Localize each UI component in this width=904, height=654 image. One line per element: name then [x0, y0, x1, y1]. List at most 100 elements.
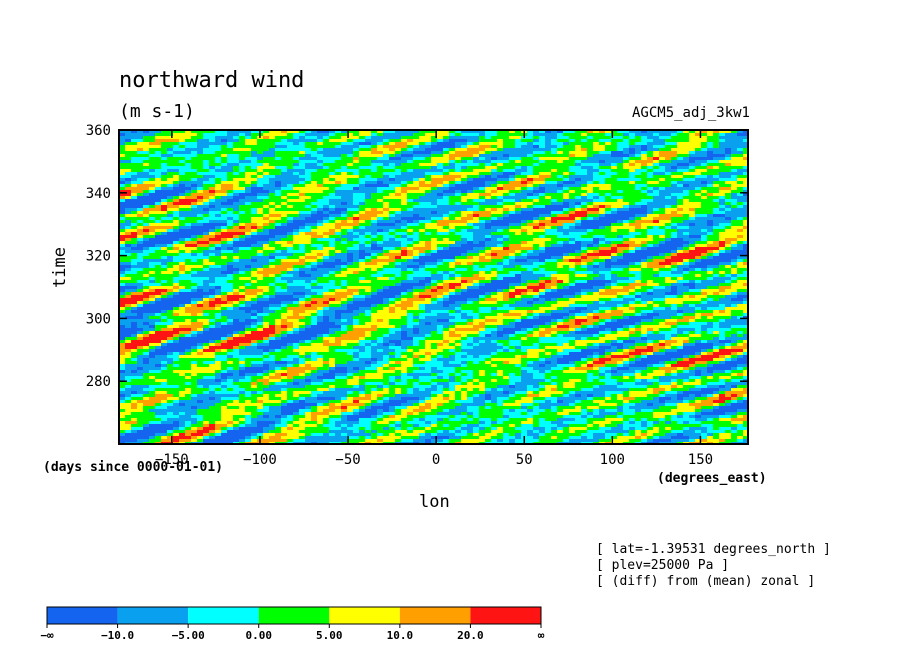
heatmap-cell: [281, 214, 288, 218]
heatmap-cell: [527, 208, 534, 212]
heatmap-cell: [323, 232, 330, 236]
heatmap-cell: [203, 160, 210, 164]
heatmap-cell: [155, 151, 162, 155]
heatmap-cell: [293, 241, 300, 245]
heatmap-cell: [485, 211, 492, 215]
heatmap-cell: [203, 172, 210, 176]
heatmap-cell: [281, 211, 288, 215]
heatmap-cell: [293, 226, 300, 230]
heatmap-cell: [509, 130, 516, 134]
heatmap-cell: [545, 250, 552, 254]
heatmap-cell: [605, 235, 612, 239]
heatmap-cell: [359, 271, 366, 275]
heatmap-cell: [653, 139, 660, 143]
heatmap-cell: [587, 220, 594, 224]
heatmap-cell: [707, 268, 714, 272]
heatmap-cell: [563, 187, 570, 191]
heatmap-cell: [149, 145, 156, 149]
heatmap-cell: [191, 256, 198, 260]
heatmap-cell: [359, 232, 366, 236]
heatmap-cell: [563, 244, 570, 248]
heatmap-cell: [233, 220, 240, 224]
heatmap-cell: [431, 253, 438, 257]
heatmap-cell: [161, 130, 168, 134]
heatmap-cell: [737, 184, 744, 188]
heatmap-cell: [317, 241, 324, 245]
heatmap-cell: [563, 226, 570, 230]
heatmap-cell: [413, 226, 420, 230]
heatmap-cell: [317, 235, 324, 239]
heatmap-cell: [221, 256, 228, 260]
heatmap-cell: [455, 148, 462, 152]
heatmap-cell: [731, 199, 738, 203]
heatmap-cell: [557, 151, 564, 155]
heatmap-cell: [611, 256, 618, 260]
heatmap-cell: [707, 169, 714, 173]
heatmap-cell: [437, 184, 444, 188]
heatmap-cell: [575, 208, 582, 212]
heatmap-cell: [641, 142, 648, 146]
heatmap-cell: [155, 271, 162, 275]
heatmap-cell: [269, 151, 276, 155]
heatmap-cell: [155, 190, 162, 194]
heatmap-cell: [347, 211, 354, 215]
heatmap-cell: [587, 196, 594, 200]
heatmap-cell: [155, 172, 162, 176]
heatmap-cell: [431, 175, 438, 179]
heatmap-cell: [587, 178, 594, 182]
heatmap-cell: [551, 262, 558, 266]
heatmap-cell: [503, 154, 510, 158]
heatmap-cell: [191, 166, 198, 170]
heatmap-cell: [401, 268, 408, 272]
heatmap-cell: [149, 184, 156, 188]
heatmap-cell: [617, 256, 624, 260]
heatmap-cell: [491, 259, 498, 263]
heatmap-cell: [149, 166, 156, 170]
heatmap-cell: [353, 238, 360, 242]
heatmap-cell: [431, 223, 438, 227]
heatmap-cell: [353, 133, 360, 137]
heatmap-cell: [539, 184, 546, 188]
heatmap-cell: [371, 145, 378, 149]
heatmap-cell: [509, 202, 516, 206]
heatmap-cell: [641, 199, 648, 203]
heatmap-cell: [281, 139, 288, 143]
heatmap-cell: [119, 256, 126, 260]
heatmap-cell: [467, 157, 474, 161]
heatmap-cell: [455, 268, 462, 272]
heatmap-cell: [245, 220, 252, 224]
heatmap-cell: [551, 145, 558, 149]
heatmap-cell: [173, 190, 180, 194]
heatmap-cell: [695, 202, 702, 206]
heatmap-cell: [155, 256, 162, 260]
heatmap-cell: [731, 268, 738, 272]
heatmap-cell: [359, 172, 366, 176]
heatmap-cell: [617, 136, 624, 140]
heatmap-cell: [509, 208, 516, 212]
heatmap-cell: [137, 220, 144, 224]
heatmap-cell: [269, 133, 276, 137]
heatmap-cell: [173, 178, 180, 182]
heatmap-cell: [641, 178, 648, 182]
heatmap-cell: [329, 166, 336, 170]
heatmap-cell: [365, 169, 372, 173]
heatmap-cell: [275, 262, 282, 266]
heatmap-cell: [611, 184, 618, 188]
heatmap-cell: [737, 262, 744, 266]
heatmap-cell: [539, 208, 546, 212]
heatmap-cell: [203, 133, 210, 137]
heatmap-cell: [191, 145, 198, 149]
heatmap-cell: [725, 190, 732, 194]
heatmap-cell: [659, 259, 666, 263]
heatmap-cell: [545, 208, 552, 212]
heatmap-cell: [443, 229, 450, 233]
heatmap-cell: [383, 193, 390, 197]
heatmap-cell: [455, 133, 462, 137]
heatmap-cell: [449, 136, 456, 140]
heatmap-cell: [347, 166, 354, 170]
heatmap-cell: [683, 268, 690, 272]
heatmap-cell: [455, 229, 462, 233]
heatmap-cell: [551, 154, 558, 158]
heatmap-cell: [239, 184, 246, 188]
heatmap-cell: [713, 202, 720, 206]
